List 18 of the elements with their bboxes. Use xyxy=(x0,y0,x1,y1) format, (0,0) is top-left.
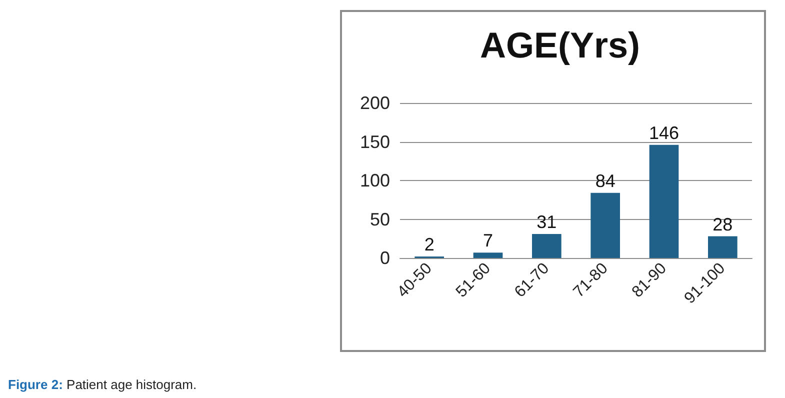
bar xyxy=(590,192,620,258)
y-tick-label: 100 xyxy=(360,170,390,190)
y-tick-label: 150 xyxy=(360,132,390,152)
data-label: 31 xyxy=(536,212,557,232)
y-tick-label: 50 xyxy=(370,209,390,230)
data-label: 7 xyxy=(482,230,494,251)
y-tick-label: 200 xyxy=(360,93,390,113)
bar xyxy=(649,144,679,258)
y-tick-label: 0 xyxy=(380,248,390,268)
data-label: 146 xyxy=(648,122,680,143)
bar xyxy=(532,234,562,258)
data-label: 28 xyxy=(712,214,733,234)
data-label: 2 xyxy=(424,234,434,254)
caption: Figure 2: Patient age histogram. xyxy=(8,377,197,392)
data-label: 84 xyxy=(595,170,616,191)
chart-title: AGE(Yrs) xyxy=(480,24,640,66)
bar xyxy=(473,252,503,258)
bar xyxy=(708,236,738,258)
